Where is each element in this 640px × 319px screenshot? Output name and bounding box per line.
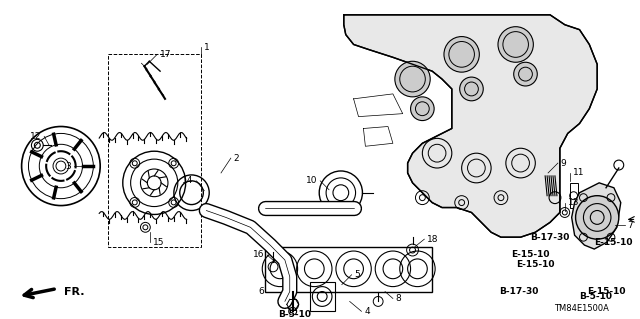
Text: 5: 5 <box>355 270 360 279</box>
Text: E-15-10: E-15-10 <box>588 287 626 296</box>
Text: 9: 9 <box>561 159 566 167</box>
Text: 3: 3 <box>65 161 71 171</box>
Text: 6: 6 <box>259 287 264 296</box>
Text: 10: 10 <box>306 176 317 185</box>
Circle shape <box>498 27 533 62</box>
Bar <box>570 183 577 208</box>
Text: E-15-10: E-15-10 <box>511 250 549 259</box>
Text: TM84E1500A: TM84E1500A <box>554 304 609 313</box>
Bar <box>310 282 335 311</box>
Text: 7: 7 <box>628 221 634 230</box>
Circle shape <box>460 77 483 101</box>
Text: 17: 17 <box>160 50 172 59</box>
Text: 8: 8 <box>396 294 401 303</box>
Text: FR.: FR. <box>64 286 84 297</box>
Polygon shape <box>572 183 621 249</box>
Circle shape <box>395 61 430 97</box>
Circle shape <box>575 196 619 239</box>
Bar <box>108 54 202 247</box>
Text: 12: 12 <box>30 132 41 141</box>
Text: B-5-10: B-5-10 <box>579 292 612 301</box>
Text: 15: 15 <box>153 238 164 247</box>
Circle shape <box>514 62 537 86</box>
Circle shape <box>444 37 479 72</box>
Text: B-17-30: B-17-30 <box>499 287 538 296</box>
Text: 14: 14 <box>182 176 193 185</box>
Polygon shape <box>344 15 597 237</box>
Text: E-15-10: E-15-10 <box>595 238 633 247</box>
Text: 2: 2 <box>234 154 239 163</box>
Text: B-17-30: B-17-30 <box>531 233 570 242</box>
Text: 1: 1 <box>204 43 210 52</box>
Text: 16: 16 <box>253 250 264 259</box>
Text: 11: 11 <box>573 168 584 177</box>
Bar <box>265 247 432 292</box>
Text: E-15-10: E-15-10 <box>516 260 554 269</box>
Circle shape <box>411 97 434 121</box>
Text: 4: 4 <box>364 307 370 316</box>
Text: B-5-10: B-5-10 <box>278 310 311 319</box>
Text: 13: 13 <box>568 198 579 207</box>
Text: 18: 18 <box>428 235 439 244</box>
